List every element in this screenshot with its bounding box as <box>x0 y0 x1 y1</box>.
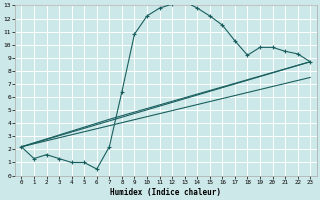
X-axis label: Humidex (Indice chaleur): Humidex (Indice chaleur) <box>110 188 221 197</box>
